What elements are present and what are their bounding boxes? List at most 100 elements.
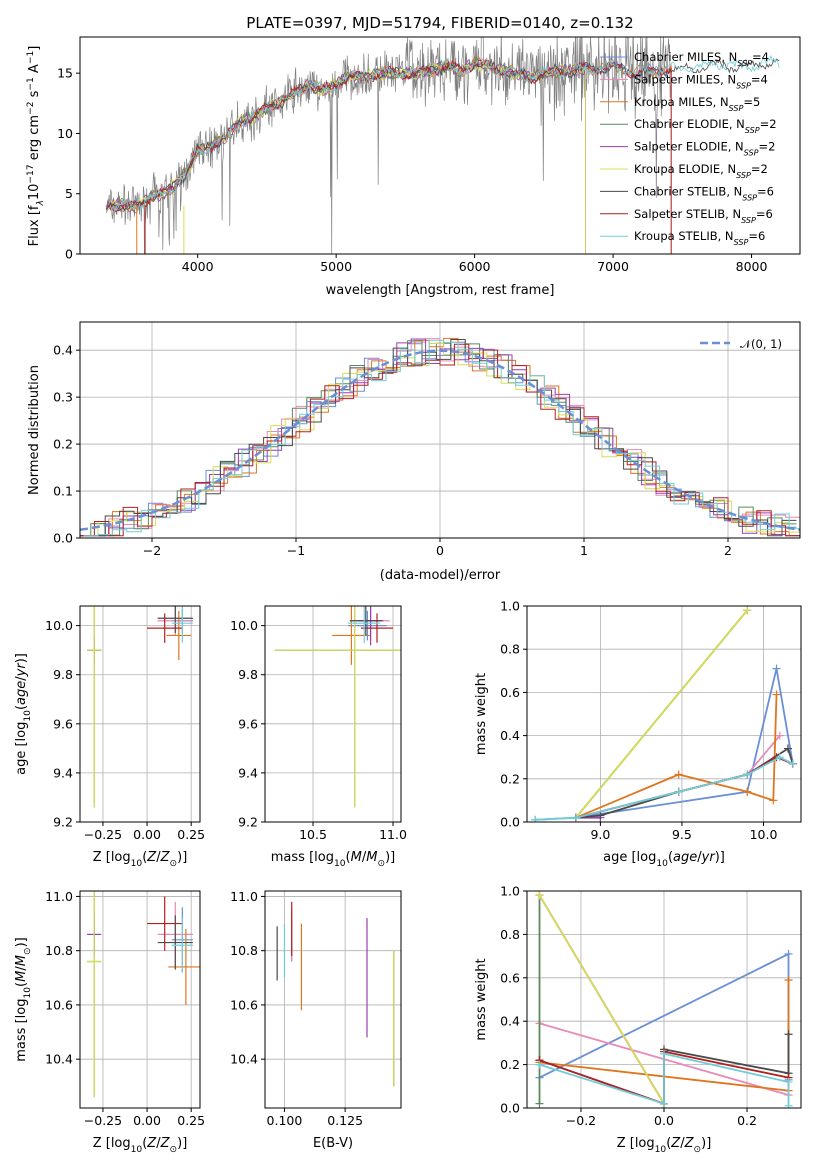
y-tick-label: 0.2 — [500, 1057, 520, 1072]
legend-label-kroupa_stelib: Kroupa STELIB, NSSP=6 — [634, 229, 765, 247]
legend-label-normal: 𝒩(0, 1) — [740, 337, 782, 351]
model-spectrum-kroupa_stelib — [105, 54, 780, 213]
x-axis-label-part: Z [log — [617, 1136, 655, 1151]
y-tick-label: 9.2 — [53, 815, 73, 830]
plot-area-age_vs_Z — [80, 606, 200, 822]
y-axis-label-part: mass [log — [14, 999, 29, 1062]
legend-label-salpeter_miles: Salpeter MILES, NSSP=4 — [634, 72, 768, 90]
x-axis-label-part: Z — [684, 1136, 695, 1151]
y-tick-label: 0 — [65, 247, 73, 262]
weight-point-chabrier_stelib — [783, 744, 792, 753]
y-tick-label: 10.4 — [45, 1052, 73, 1067]
legend-label-kroupa_miles: Kroupa MILES, NSSP=5 — [634, 95, 760, 113]
y-tick-label: 10.0 — [230, 618, 258, 633]
plot-area-age_vs_mass — [265, 606, 401, 822]
weight-point-kroupa_stelib — [743, 770, 752, 779]
axes-frame-weight_vs_Z — [526, 890, 802, 1109]
y-axis-label-part: age — [14, 681, 29, 705]
x-tick-label: −0.25 — [84, 1113, 122, 1128]
weight-line-kroupa_elodie — [538, 894, 665, 1105]
x-axis-label-part: yr — [701, 850, 717, 865]
y-tick-label: 9.6 — [53, 716, 73, 731]
y-tick-label: 0.0 — [500, 815, 520, 830]
x-axis-label-part: )] — [715, 850, 725, 865]
weight-point-kroupa_stelib — [531, 815, 540, 822]
y-tick-label: 11.0 — [45, 889, 73, 904]
y-tick-label: 1.0 — [500, 599, 520, 614]
weight-point-kroupa_miles — [674, 770, 683, 779]
x-axis-label-part: ⊙ — [377, 859, 385, 869]
legend-label-kroupa_elodie-part: SSP — [736, 171, 751, 180]
y-axis-label-part: ] — [27, 46, 42, 51]
y-axis-label-part: −1 — [26, 51, 36, 64]
x-axis-label-part: / — [362, 850, 367, 865]
x-tick-label: 6000 — [459, 259, 491, 274]
weight-point-kroupa_elodie — [535, 891, 544, 900]
axes-frame-residuals — [79, 321, 801, 539]
plot-area-mass_vs_ebv — [265, 891, 401, 1108]
x-tick-label: 0.125 — [327, 1113, 363, 1128]
x-tick-label: −1 — [287, 543, 305, 558]
x-axis-label-part: age — [673, 850, 697, 865]
weight-point-chabrier_stelib — [784, 1030, 793, 1039]
x-axis-label-part: Z — [146, 1136, 157, 1151]
y-axis-label-part: )] — [14, 937, 29, 947]
x-axis-label-part: ⊙ — [694, 1145, 702, 1155]
legend-label-chabrier_stelib-part: SSP — [742, 193, 757, 202]
weight-point-chabrier_elodie — [535, 1099, 544, 1108]
x-axis-label-part: / — [697, 850, 702, 865]
y-axis-label-part: / — [14, 966, 29, 971]
y-tick-label: 0.3 — [53, 390, 73, 405]
y-tick-label: 0.2 — [53, 437, 73, 452]
x-axis-label-part: Z — [146, 850, 157, 865]
histogram-salpeter_stelib — [80, 343, 800, 537]
x-axis-label-part: 10 — [656, 859, 668, 869]
y-tick-label: 10.8 — [230, 943, 258, 958]
y-axis-label-part: ( — [14, 982, 29, 987]
x-tick-label: 4000 — [182, 259, 214, 274]
legend-label-chabrier_stelib-part: =6 — [757, 184, 774, 198]
y-axis-label-part: 10 — [23, 987, 33, 999]
x-axis-label-part: Z — [160, 850, 171, 865]
x-axis-label: wavelength [Angstrom, rest frame] — [326, 283, 555, 298]
y-tick-label: 0.0 — [53, 531, 73, 546]
y-axis-label-part: / — [14, 676, 29, 681]
x-tick-label: 10.0 — [750, 827, 778, 842]
x-axis-label-part: / — [680, 1136, 685, 1151]
x-axis-label-part: ⊙ — [170, 1145, 178, 1155]
y-axis-label-part: −17 — [26, 164, 36, 183]
y-tick-label: 5 — [65, 186, 73, 201]
legend-label-salpeter_stelib: Salpeter STELIB, NSSP=6 — [634, 207, 773, 225]
plot-area-mass_vs_Z — [80, 891, 200, 1108]
y-tick-label: 9.4 — [238, 765, 258, 780]
y-axis-label-part: age [log — [14, 722, 29, 775]
axes-frame-age_vs_Z — [79, 605, 201, 823]
x-tick-label: 0.00 — [133, 827, 161, 842]
x-tick-label: 0.25 — [177, 1113, 205, 1128]
y-tick-label: 9.2 — [238, 815, 258, 830]
axes-weight_vs_Z: −0.2 0.0 0.20.00.20.40.60.81.0Z [log10(Z/Z… — [474, 884, 802, 1155]
y-axis-label-part: A — [27, 64, 42, 77]
x-tick-label: 7000 — [597, 259, 629, 274]
y-axis-label: mass [log10(M/M⊙)] — [14, 937, 33, 1061]
legend-label-kroupa_stelib-part: Kroupa STELIB, N — [634, 229, 734, 243]
y-tick-label: 9.8 — [53, 667, 73, 682]
weight-point-chabrier_miles — [784, 949, 793, 958]
x-axis-label-part: ( — [142, 1136, 147, 1151]
model-spectrum-salpeter_stelib — [106, 59, 672, 254]
x-axis-label-part: 10 — [131, 1145, 143, 1155]
x-axis-label-part: ⊙ — [170, 859, 178, 869]
axes-mass_vs_ebv: 0.100 0.125 10.4 10.6 10.8 11.0 E(B-V) — [230, 889, 402, 1151]
x-tick-label: −0.25 — [84, 827, 122, 842]
x-tick-label: 0.0 — [654, 1113, 674, 1128]
y-tick-label: 15 — [57, 66, 73, 81]
y-axis-label-part: M — [14, 955, 29, 966]
weight-line-kroupa_elodie — [575, 609, 748, 819]
legend-label-salpeter_elodie: Salpeter ELODIE, NSSP=2 — [634, 140, 775, 158]
legend-label-chabrier_miles-part: Chabrier MILES, N — [634, 50, 737, 64]
weight-point-kroupa_stelib — [571, 813, 580, 822]
y-tick-label: 11.0 — [230, 889, 258, 904]
weight-point-kroupa_miles — [772, 690, 781, 699]
